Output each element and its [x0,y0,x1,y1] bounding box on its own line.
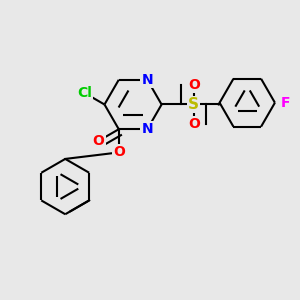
Text: Cl: Cl [77,86,92,100]
Text: O: O [113,146,125,159]
Text: F: F [281,96,290,110]
Text: N: N [142,73,153,87]
Text: O: O [188,78,200,92]
Text: O: O [188,117,200,131]
Text: S: S [188,97,199,112]
Text: O: O [93,134,105,148]
Text: N: N [142,122,153,136]
